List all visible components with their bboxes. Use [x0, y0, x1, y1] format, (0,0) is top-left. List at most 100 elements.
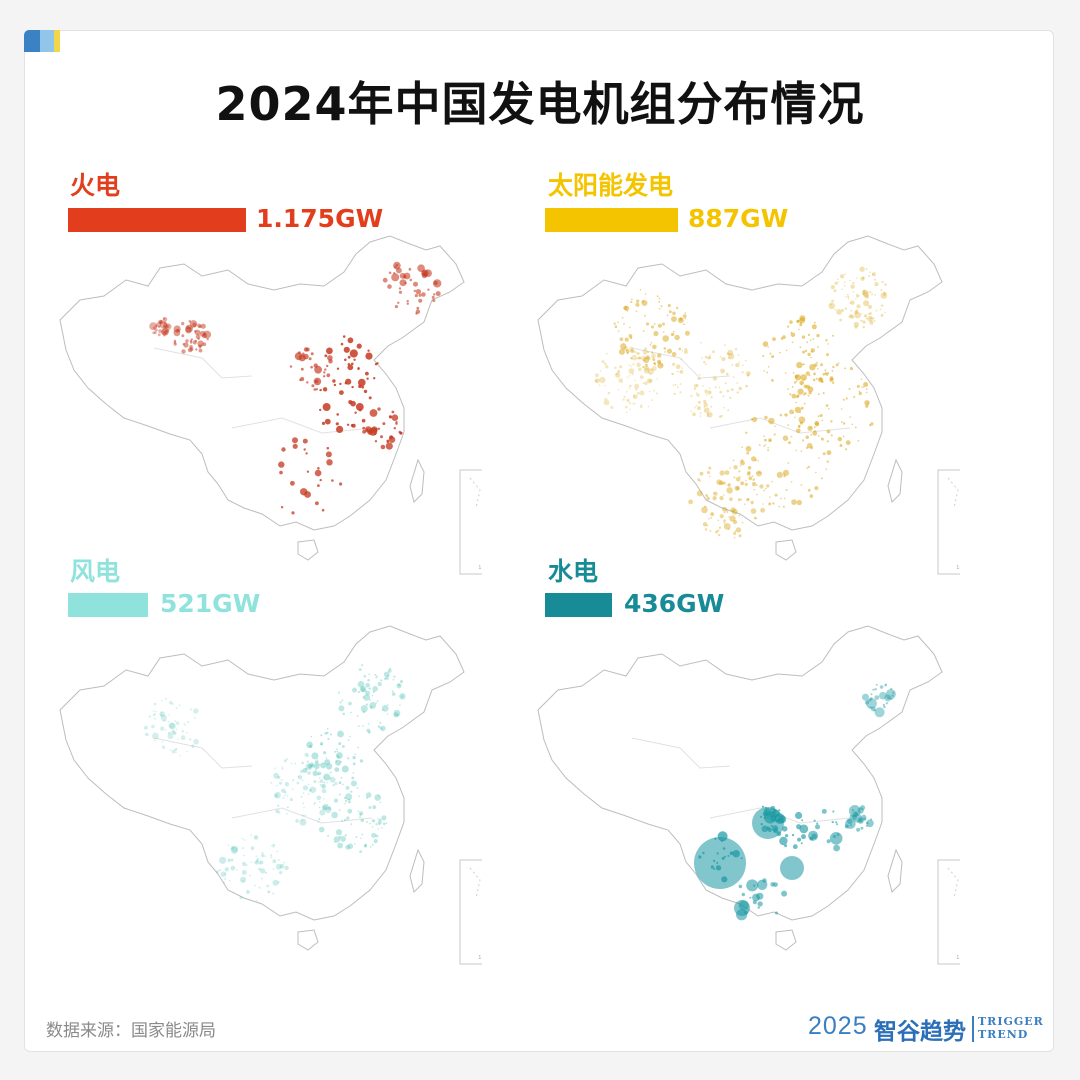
generator-dot	[340, 760, 342, 763]
generator-dot	[368, 806, 372, 809]
generator-dot	[825, 468, 828, 470]
generator-dot	[272, 843, 276, 847]
generator-dot	[874, 695, 880, 700]
generator-dot	[803, 393, 805, 396]
generator-dot	[737, 354, 740, 356]
generator-dot	[862, 276, 865, 279]
generator-dot	[785, 489, 788, 491]
generator-dot	[281, 768, 284, 770]
generator-dot	[750, 508, 757, 514]
generator-dot	[286, 806, 289, 809]
generator-dot	[193, 716, 196, 719]
generator-dot	[279, 470, 283, 475]
generator-dot	[653, 362, 656, 365]
generator-dot	[651, 366, 657, 371]
generator-dot	[284, 791, 287, 794]
generator-dot	[828, 302, 835, 309]
generator-dot	[614, 325, 618, 328]
generator-dot	[746, 371, 751, 376]
generator-dot	[206, 338, 209, 341]
generator-dot	[335, 759, 342, 766]
generator-dot	[303, 448, 306, 451]
generator-dot	[301, 819, 304, 822]
china-map-thermal: 南海诸岛1:45 000 000	[59, 235, 482, 575]
generator-dot	[158, 325, 161, 329]
generator-dot	[396, 683, 402, 689]
generator-dot	[363, 675, 367, 678]
generator-dot	[817, 393, 820, 396]
generator-dot	[764, 487, 767, 490]
legend-value-wind: 521GW	[160, 589, 261, 618]
generator-dot	[750, 500, 754, 505]
generator-dot	[794, 374, 799, 379]
generator-dot	[708, 466, 712, 470]
generator-dot	[632, 402, 634, 405]
generator-dot	[797, 388, 804, 395]
generator-dot	[872, 688, 875, 691]
generator-dot	[634, 379, 636, 382]
generator-dot	[163, 322, 168, 328]
generator-dot	[684, 330, 690, 336]
generator-dot	[747, 498, 750, 501]
generator-dot	[805, 384, 811, 389]
generator-dot	[879, 691, 887, 700]
generator-dot	[241, 847, 244, 850]
generator-dot	[603, 399, 610, 406]
generator-dot	[424, 269, 433, 277]
generator-dot	[847, 297, 850, 300]
generator-dot	[787, 325, 790, 328]
generator-dot	[837, 278, 839, 281]
generator-dot	[325, 757, 328, 759]
generator-dot	[703, 399, 707, 404]
generator-dot	[366, 796, 368, 799]
generator-dot	[791, 393, 797, 399]
generator-dot	[310, 764, 313, 766]
generator-dot	[881, 304, 884, 307]
generator-dot	[738, 534, 742, 538]
generator-dot	[365, 682, 371, 688]
generator-dot	[604, 384, 606, 387]
generator-dot	[831, 820, 834, 824]
generator-dot	[812, 338, 815, 340]
generator-dot	[177, 738, 179, 740]
generator-dot	[423, 273, 427, 277]
generator-dot	[743, 503, 746, 506]
generator-dot	[220, 871, 227, 877]
generator-dot	[192, 322, 197, 327]
generator-dot	[858, 818, 863, 823]
generator-dot	[809, 339, 812, 341]
generator-dot	[282, 796, 285, 799]
generator-dot	[834, 281, 838, 285]
generator-dot	[704, 528, 708, 531]
generator-dot	[161, 745, 166, 749]
generator-dot	[865, 315, 867, 318]
generator-dot	[694, 837, 746, 889]
generator-dot	[696, 393, 700, 397]
generator-dot	[675, 364, 681, 369]
generator-dot	[617, 370, 620, 374]
generator-dot	[630, 365, 633, 368]
generator-dot	[704, 363, 707, 366]
generator-dot	[415, 312, 418, 315]
generator-dot	[642, 382, 645, 384]
generator-dot	[145, 732, 149, 737]
generator-dot	[657, 323, 662, 328]
generator-dot	[718, 386, 721, 389]
generator-dot	[671, 332, 675, 336]
generator-dot	[380, 444, 386, 450]
generator-dot	[360, 687, 366, 692]
generator-dot	[295, 819, 299, 823]
generator-dot	[330, 733, 332, 736]
generator-dot	[872, 317, 875, 320]
generator-dot	[861, 320, 863, 322]
generator-dot	[278, 812, 281, 814]
generator-dot	[638, 352, 640, 355]
generator-dot	[844, 273, 846, 275]
generator-dot	[344, 382, 347, 385]
generator-dot	[723, 519, 726, 522]
generator-dot	[617, 321, 619, 324]
generator-dot	[275, 809, 280, 814]
generator-dot	[375, 823, 378, 826]
generator-dot	[795, 395, 799, 399]
generator-dot	[745, 384, 748, 388]
